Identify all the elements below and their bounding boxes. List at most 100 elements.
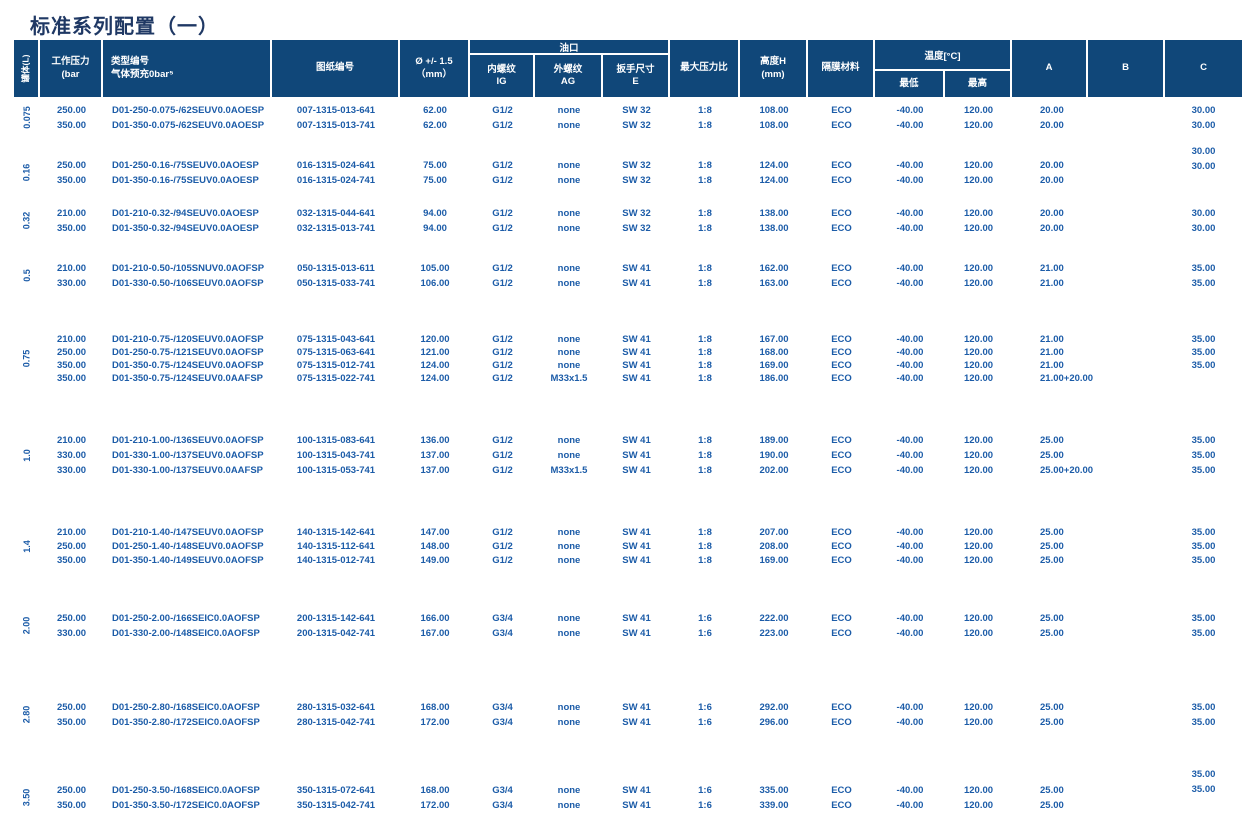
- group-spacer-cell: [14, 641, 1242, 700]
- cell-diameter: 148.00: [420, 541, 450, 553]
- cell-working-pressure: 330.00: [56, 464, 87, 476]
- cell-b: [1088, 526, 1165, 540]
- cell-b: [1088, 206, 1165, 221]
- cell-temp-min: -40.00: [896, 333, 924, 345]
- cell-drawing-number: 140-1315-142-641: [296, 527, 376, 539]
- header-oil-port-subcolumns: 内螺纹 IG 外螺纹 AG 扳手尺寸 E: [470, 55, 668, 97]
- cell-height: 186.00: [759, 372, 789, 384]
- table-row: 0.5 210.00 D01-210-0.50-/105SNUV0.0AOFSP 05…: [14, 261, 1242, 283]
- cell-c: 35.00: [1191, 346, 1216, 358]
- cell-height: 124.00: [759, 174, 789, 186]
- cell-membrane-material: ECO: [831, 262, 852, 274]
- cell-b: [1088, 554, 1165, 568]
- spec-table-body: 0.075 250.00 D01-250-0.075-/62SEUV0.0AOESP…: [14, 97, 1242, 813]
- cell-c-value: 30.00: [1191, 145, 1216, 157]
- cell-working-pressure: 350.00: [56, 372, 87, 384]
- table-row: 0.075 250.00 D01-250-0.075-/62SEUV0.0AOESP…: [14, 103, 1242, 130]
- table-row: 0.32 210.00 D01-210-0.32-/94SEUV0.0AOESP 03…: [14, 206, 1242, 230]
- group-spacer-cell: [14, 568, 1242, 611]
- cell-outer-thread: none: [557, 174, 581, 186]
- cell-height: 108.00: [759, 104, 789, 116]
- cell-temp-max: 120.00: [963, 104, 994, 116]
- table-row: 330.00 D01-330-0.50-/106SEUV0.0AOFSP 050-1…: [14, 276, 1242, 291]
- cell-b: [1088, 333, 1165, 346]
- cell-temp-max: 120.00: [963, 799, 994, 811]
- cell-temp-max: 120.00: [963, 627, 994, 639]
- tank-volume-cell: 1.0: [14, 433, 40, 478]
- cell-working-pressure: 350.00: [56, 799, 87, 811]
- cell-working-pressure: 250.00: [56, 541, 87, 553]
- cell-working-pressure: 210.00: [56, 262, 87, 274]
- cell-working-pressure: 350.00: [56, 222, 87, 234]
- header-diameter-line2: （mm）: [416, 68, 452, 80]
- cell-a: 21.00: [1040, 333, 1064, 345]
- cell-temp-min: -40.00: [896, 262, 924, 274]
- cell-membrane-material: ECO: [831, 527, 852, 539]
- cell-height: 168.00: [759, 346, 789, 358]
- cell-diameter: 75.00: [423, 174, 447, 186]
- cell-height: 138.00: [759, 207, 789, 219]
- header-working-pressure-line2: (bar: [61, 68, 80, 80]
- cell-drawing-number: 350-1315-072-641: [296, 784, 376, 796]
- cell-outer-thread: none: [557, 119, 581, 131]
- cell-wrench-size: SW 41: [622, 555, 651, 567]
- cell-max-pressure-ratio: 1:8: [698, 174, 712, 186]
- cell-temp-max: 120.00: [963, 359, 994, 371]
- header-max-pressure-ratio-label: 最大压力比: [680, 62, 728, 74]
- cell-max-pressure-ratio: 1:6: [698, 784, 712, 796]
- cell-drawing-number: 350-1315-042-741: [296, 799, 376, 811]
- cell-temp-max: 120.00: [963, 716, 994, 728]
- cell-max-pressure-ratio: 1:8: [698, 104, 712, 116]
- table-row: 350.00 D01-350-0.075-/62SEUV0.0AOESP 007-1…: [14, 118, 1242, 133]
- cell-outer-thread: M33x1.5: [550, 464, 588, 476]
- table-row: 350.00 D01-350-0.16-/75SEUV0.0AOESP 016-13…: [14, 162, 1242, 188]
- cell-max-pressure-ratio: 1:8: [698, 372, 712, 384]
- header-temp-min-label: 最低: [899, 77, 919, 89]
- cell-membrane-material: ECO: [831, 449, 852, 461]
- cell-max-pressure-ratio: 1:8: [698, 346, 712, 358]
- cell-inner-thread: G1/2: [492, 159, 513, 171]
- cell-a: 25.00: [1040, 799, 1064, 811]
- cell-type-code: D01-330-1.00-/137SEUV0.0AOFSP: [112, 449, 264, 461]
- cell-inner-thread: G1/2: [492, 372, 513, 384]
- cell-temp-max: 120.00: [963, 277, 994, 289]
- cell-inner-thread: G1/2: [492, 262, 513, 274]
- cell-height: 207.00: [759, 527, 789, 539]
- cell-diameter: 168.00: [420, 784, 450, 796]
- cell-type-code: D01-250-2.00-/166SEIC0.0AOFSP: [112, 612, 260, 624]
- cell-c: 35.00: [1191, 464, 1216, 476]
- cell-outer-thread: none: [557, 159, 581, 171]
- cell-temp-min: -40.00: [896, 555, 924, 567]
- cell-drawing-number: 280-1315-042-741: [296, 716, 376, 728]
- cell-height: 189.00: [759, 434, 789, 446]
- cell-inner-thread: G1/2: [492, 222, 513, 234]
- cell-outer-thread: none: [557, 449, 581, 461]
- cell-b: [1088, 448, 1165, 463]
- cell-a: 25.00+20.00: [1040, 464, 1094, 476]
- cell-type-code: D01-210-0.50-/105SNUV0.0AOFSP: [112, 262, 265, 274]
- cell-temp-min: -40.00: [896, 346, 924, 358]
- cell-inner-thread: G1/2: [492, 449, 513, 461]
- cell-c: 35.00: [1191, 449, 1216, 461]
- cell-wrench-size: SW 41: [622, 372, 651, 384]
- cell-c: 35.00: [1191, 359, 1216, 371]
- cell-diameter: 62.00: [423, 119, 447, 131]
- cell-b: [1088, 372, 1165, 385]
- cell-working-pressure: 210.00: [56, 434, 87, 446]
- cell-drawing-number: 200-1315-042-741: [296, 627, 376, 639]
- group-spacer: [14, 291, 1242, 333]
- cell-type-code: D01-330-0.50-/106SEUV0.0AOFSP: [112, 277, 264, 289]
- cell-a: 25.00: [1040, 784, 1064, 796]
- cell-membrane-material: ECO: [831, 159, 852, 171]
- header-wrench-size: 扳手尺寸 E: [603, 55, 668, 97]
- cell-working-pressure: 250.00: [56, 346, 87, 358]
- header-temp-max: 最高: [945, 71, 1010, 97]
- cell-membrane-material: ECO: [831, 222, 852, 234]
- cell-wrench-size: SW 41: [622, 277, 651, 289]
- cell-b: [1088, 359, 1165, 372]
- table-row: 3.50 250.00 D01-250-3.50-/168SEIC0.0AOFSP 3…: [14, 770, 1242, 807]
- table-row: 1.4 210.00 D01-210-1.40-/147SEUV0.0AOFSP 14…: [14, 526, 1242, 553]
- cell-type-code: D01-350-0.32-/94SEUV0.0AOESP: [112, 222, 259, 234]
- cell-diameter: 94.00: [423, 222, 447, 234]
- cell-outer-thread: none: [557, 555, 581, 567]
